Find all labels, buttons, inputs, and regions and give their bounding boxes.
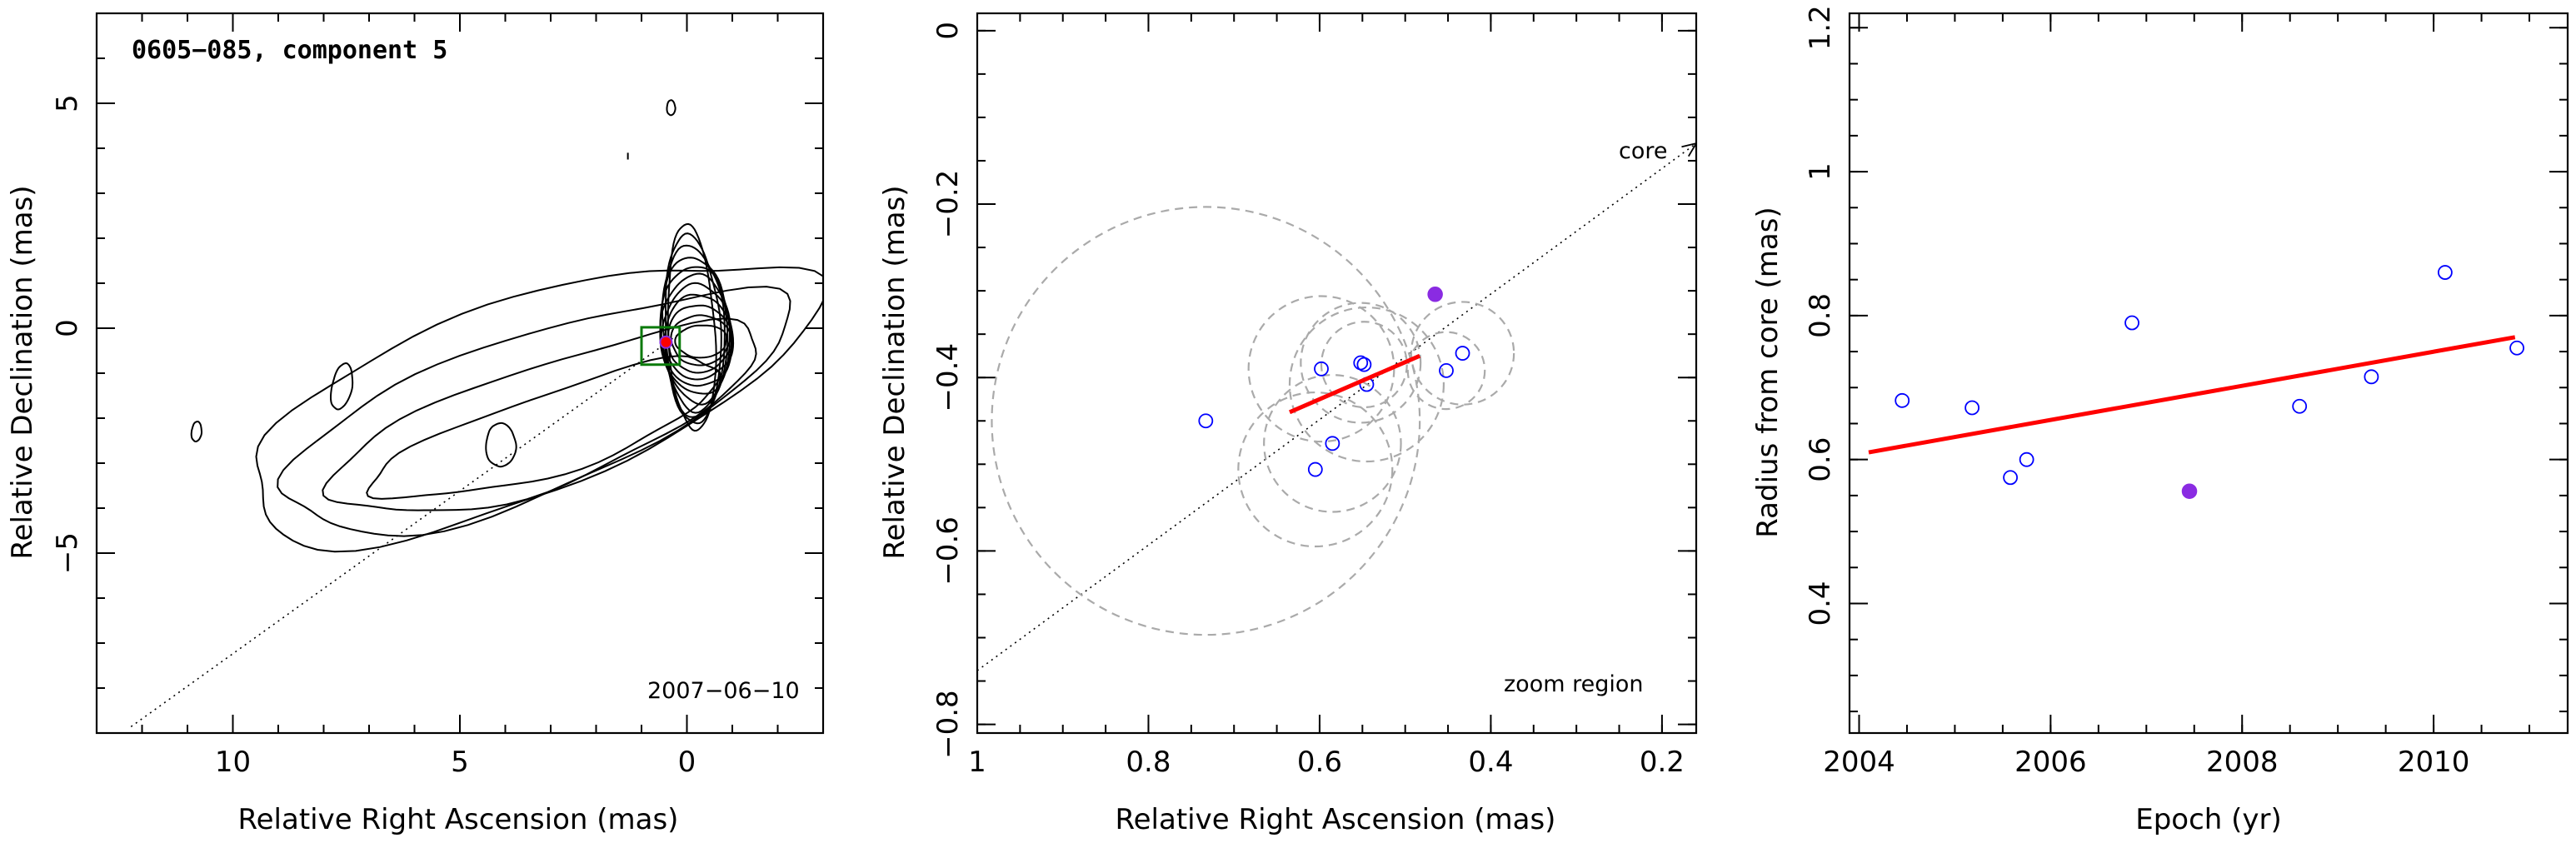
p1-zoom-box <box>640 326 681 367</box>
p3-y-tick-label: 0.4 <box>1804 581 1837 626</box>
p3-data-point <box>2437 265 2453 280</box>
p2-component-size-circle <box>991 206 1421 636</box>
p1-contour-level <box>366 355 721 500</box>
p3-data-point <box>2124 315 2139 331</box>
p2-component-size-circle <box>1320 321 1408 409</box>
p1-contour-level <box>277 286 791 537</box>
p3-data-point <box>1895 392 1910 408</box>
core-arrow-label: core <box>1619 138 1667 164</box>
p2-component-size-circle <box>1263 374 1402 513</box>
p3-y-tick-label: 1.2 <box>1804 5 1837 50</box>
p3-y-tick-label: 1 <box>1804 162 1837 181</box>
panel2-ylabel: Relative Declination (mas) <box>878 185 911 559</box>
p2-plot-area <box>977 142 1696 671</box>
p2-data-point <box>1314 361 1329 377</box>
p2-x-tick-label: 0.8 <box>1126 746 1171 779</box>
p2-y-tick-label: −0.6 <box>931 516 965 586</box>
panel-radius-vs-epoch: Epoch (yr) Radius from core (mas) 2004 20… <box>1751 5 2569 836</box>
p3-y-tick-label: 0.8 <box>1804 293 1837 338</box>
p2-component-size-circle <box>1300 302 1422 424</box>
p3-y-tick-label: 0.6 <box>1804 437 1837 482</box>
p2-highlight-point <box>1427 287 1443 302</box>
p1-jet-axis-line <box>127 327 687 730</box>
p2-x-tick-label: 0.6 <box>1297 746 1342 779</box>
p1-x-tick-label: 5 <box>451 746 469 779</box>
p1-contour-level <box>661 244 726 418</box>
p3-highlight-point <box>2181 483 2198 499</box>
p2-data-point <box>1198 413 1214 429</box>
p2-data-point <box>1455 346 1470 361</box>
panel2-annotation: zoom region <box>1504 671 1643 697</box>
p2-component-size-circle <box>1237 391 1394 548</box>
panel1-title: 0605−085, component 5 <box>132 36 447 65</box>
p2-data-point <box>1439 362 1454 378</box>
panel-contour-map: 0605−085, component 5 2007−06−10 Relativ… <box>6 12 825 836</box>
p1-contour-level <box>322 317 757 511</box>
p3-data-point <box>1964 400 1980 416</box>
p3-x-tick-label: 2004 <box>1823 746 1895 779</box>
p1-contour-level <box>666 99 676 117</box>
p3-data-point <box>2509 340 2524 356</box>
p1-y-tick-label: −5 <box>51 532 84 574</box>
p2-component-size-circle <box>1406 331 1486 411</box>
p2-data-point <box>1325 436 1340 451</box>
p3-data-point <box>2003 470 2018 486</box>
panel1-date-label: 2007−06−10 <box>647 678 800 704</box>
p2-y-tick-label: −0.4 <box>931 343 965 412</box>
p1-contour-level <box>674 324 728 359</box>
p3-data-point <box>2292 398 2308 414</box>
p2-component-size-circle <box>1410 301 1515 406</box>
p1-contour-level <box>330 362 354 411</box>
p2-core-arrowhead <box>1681 142 1696 157</box>
p2-core-direction-line <box>977 142 1696 671</box>
p1-plot-area <box>127 99 823 730</box>
p3-fit-line <box>1868 335 2516 455</box>
p3-frame <box>1848 12 2569 735</box>
p2-y-tick-label: −0.8 <box>931 690 965 759</box>
p1-x-tick-label: 10 <box>215 746 251 779</box>
p1-contour-level <box>485 422 517 468</box>
p2-frame <box>976 12 1698 735</box>
p2-y-tick-label: −0.2 <box>931 170 965 239</box>
p1-y-tick-label: 0 <box>51 319 84 337</box>
p3-x-tick-label: 2008 <box>2206 746 2279 779</box>
panel1-xlabel: Relative Right Ascension (mas) <box>238 803 679 836</box>
p1-x-tick-label: 0 <box>678 746 696 779</box>
p3-data-point <box>2364 369 2379 385</box>
p2-y-tick-label: 0 <box>931 22 965 40</box>
panel3-xlabel: Epoch (yr) <box>2135 803 2282 836</box>
panel-zoom-region: zoom region core Relative Right Ascensio… <box>878 12 1698 836</box>
p2-data-point <box>1356 357 1372 372</box>
panel2-xlabel: Relative Right Ascension (mas) <box>1116 803 1556 836</box>
p2-x-tick-label: 0.2 <box>1640 746 1685 779</box>
p1-y-tick-label: 5 <box>51 94 84 112</box>
p1-contour-level <box>255 266 823 553</box>
p1-component-marker <box>659 335 673 349</box>
panel3-ylabel: Radius from core (mas) <box>1751 207 1785 537</box>
p2-x-tick-label: 1 <box>968 746 986 779</box>
p3-x-tick-label: 2010 <box>2398 746 2470 779</box>
p1-contour-level <box>190 420 202 442</box>
p2-fit-line <box>1289 353 1421 415</box>
p2-data-point <box>1307 461 1323 477</box>
p3-data-point <box>2019 451 2034 467</box>
p3-x-tick-label: 2006 <box>2014 746 2087 779</box>
p2-x-tick-label: 0.4 <box>1468 746 1513 779</box>
p2-component-size-circle <box>1288 306 1445 463</box>
panel1-ylabel: Relative Declination (mas) <box>6 185 39 559</box>
